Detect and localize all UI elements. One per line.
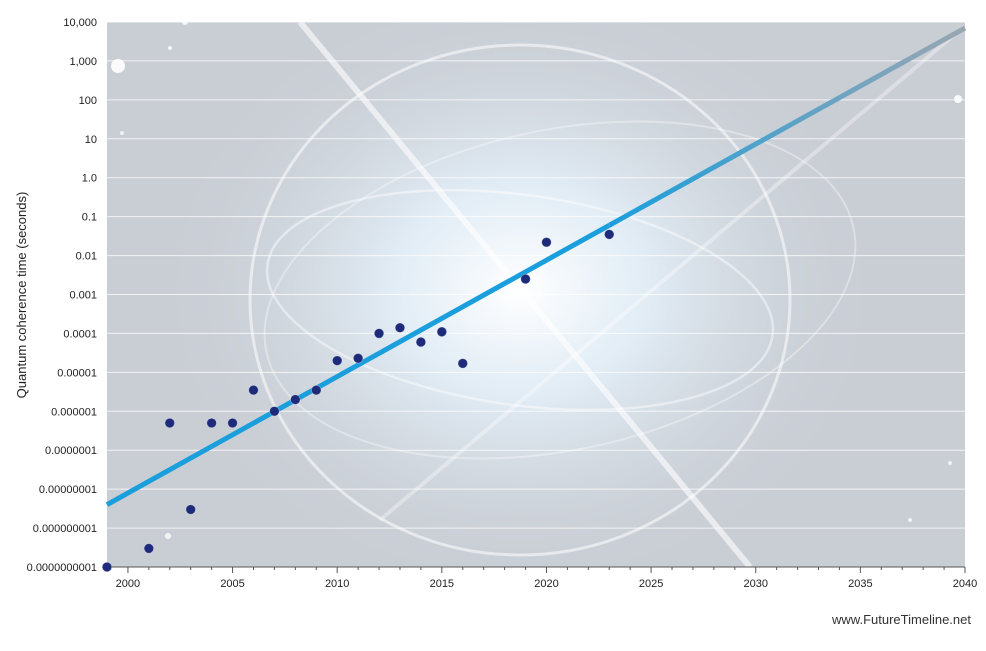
x-tick-label: 2020 xyxy=(534,578,558,590)
data-point xyxy=(185,504,196,515)
data-point xyxy=(520,273,531,285)
y-tick-label: 10 xyxy=(85,134,97,146)
data-points xyxy=(101,229,615,573)
x-tick-label: 2030 xyxy=(743,578,767,590)
trend-line-projection xyxy=(608,25,967,228)
data-point xyxy=(311,384,322,396)
x-axis-tick-labels: 2000 2005 2010 2015 2020 2025 2030 2035 2040 xyxy=(106,567,977,590)
data-point xyxy=(248,384,259,396)
y-tick-label: 0.00001 xyxy=(57,367,97,379)
x-tick-label: 2035 xyxy=(848,578,872,590)
data-point xyxy=(373,328,385,339)
y-tick-label: 1.0 xyxy=(82,173,97,185)
trend-line-historical xyxy=(105,223,611,507)
y-tick-label: 0.1 xyxy=(82,212,97,224)
data-point xyxy=(164,417,175,429)
y-tick-label: 1,000 xyxy=(69,56,97,68)
y-tick-label: 0.01 xyxy=(76,251,97,263)
y-axis-tick-labels: 0.0000000001 0.000000001 0.00000001 0.00000… xyxy=(27,17,97,574)
x-tick-label: 2015 xyxy=(430,578,454,590)
data-point xyxy=(331,355,343,366)
y-tick-label: 0.0000001 xyxy=(45,445,97,457)
trend-line xyxy=(105,25,967,507)
x-tick-label: 2005 xyxy=(220,578,244,590)
x-tick-label: 2025 xyxy=(639,578,663,590)
y-tick-label: 100 xyxy=(79,95,97,107)
y-tick-label: 0.000001 xyxy=(51,406,97,418)
data-point xyxy=(394,322,406,333)
data-point xyxy=(457,358,468,369)
y-tick-label: 0.0000000001 xyxy=(27,562,97,574)
data-point xyxy=(101,561,113,573)
y-tick-label: 10,000 xyxy=(63,17,97,29)
x-tick-label: 2000 xyxy=(116,578,140,590)
data-point xyxy=(604,229,615,240)
y-tick-label: 0.0001 xyxy=(63,328,97,340)
data-point xyxy=(290,394,301,405)
data-point xyxy=(269,406,280,417)
data-point xyxy=(436,326,448,338)
data-point xyxy=(541,237,552,248)
y-tick-label: 0.001 xyxy=(69,290,97,302)
y-tick-label: 0.00000001 xyxy=(39,484,97,496)
gridlines xyxy=(107,21,965,529)
x-tick-label: 2010 xyxy=(325,578,349,590)
site-credit[interactable]: www.FutureTimeline.net xyxy=(832,612,971,627)
data-point xyxy=(415,336,427,348)
y-axis-label: Quantum coherence time (seconds) xyxy=(14,192,29,399)
data-point xyxy=(227,417,238,429)
x-tick-label: 2040 xyxy=(953,578,977,590)
y-tick-label: 0.000000001 xyxy=(33,523,97,535)
data-point xyxy=(206,417,217,429)
data-point xyxy=(352,353,364,364)
data-point xyxy=(143,543,155,554)
